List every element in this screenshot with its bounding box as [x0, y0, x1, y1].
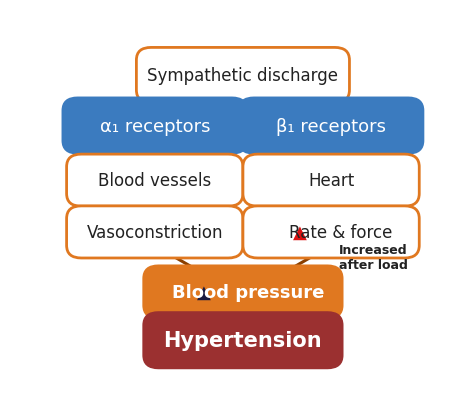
FancyBboxPatch shape [144, 313, 342, 368]
Text: Increased
after load: Increased after load [339, 243, 408, 271]
Text: Blood pressure: Blood pressure [172, 283, 325, 301]
Text: α₁ receptors: α₁ receptors [100, 117, 210, 135]
Text: Rate & force: Rate & force [289, 223, 392, 241]
FancyBboxPatch shape [137, 48, 349, 103]
Text: Blood vessels: Blood vessels [98, 172, 211, 190]
FancyBboxPatch shape [63, 99, 246, 154]
Text: ▲: ▲ [293, 223, 307, 241]
Text: Heart: Heart [308, 172, 354, 190]
Text: β₁ receptors: β₁ receptors [276, 117, 386, 135]
FancyBboxPatch shape [66, 207, 243, 258]
FancyBboxPatch shape [66, 155, 243, 207]
FancyBboxPatch shape [144, 266, 342, 318]
FancyBboxPatch shape [239, 99, 423, 154]
FancyBboxPatch shape [243, 155, 419, 207]
Text: Sympathetic discharge: Sympathetic discharge [147, 67, 338, 85]
Text: Vasoconstriction: Vasoconstriction [87, 223, 223, 241]
FancyBboxPatch shape [243, 207, 419, 258]
Text: Hypertension: Hypertension [164, 330, 322, 351]
Text: ▲: ▲ [197, 283, 211, 301]
